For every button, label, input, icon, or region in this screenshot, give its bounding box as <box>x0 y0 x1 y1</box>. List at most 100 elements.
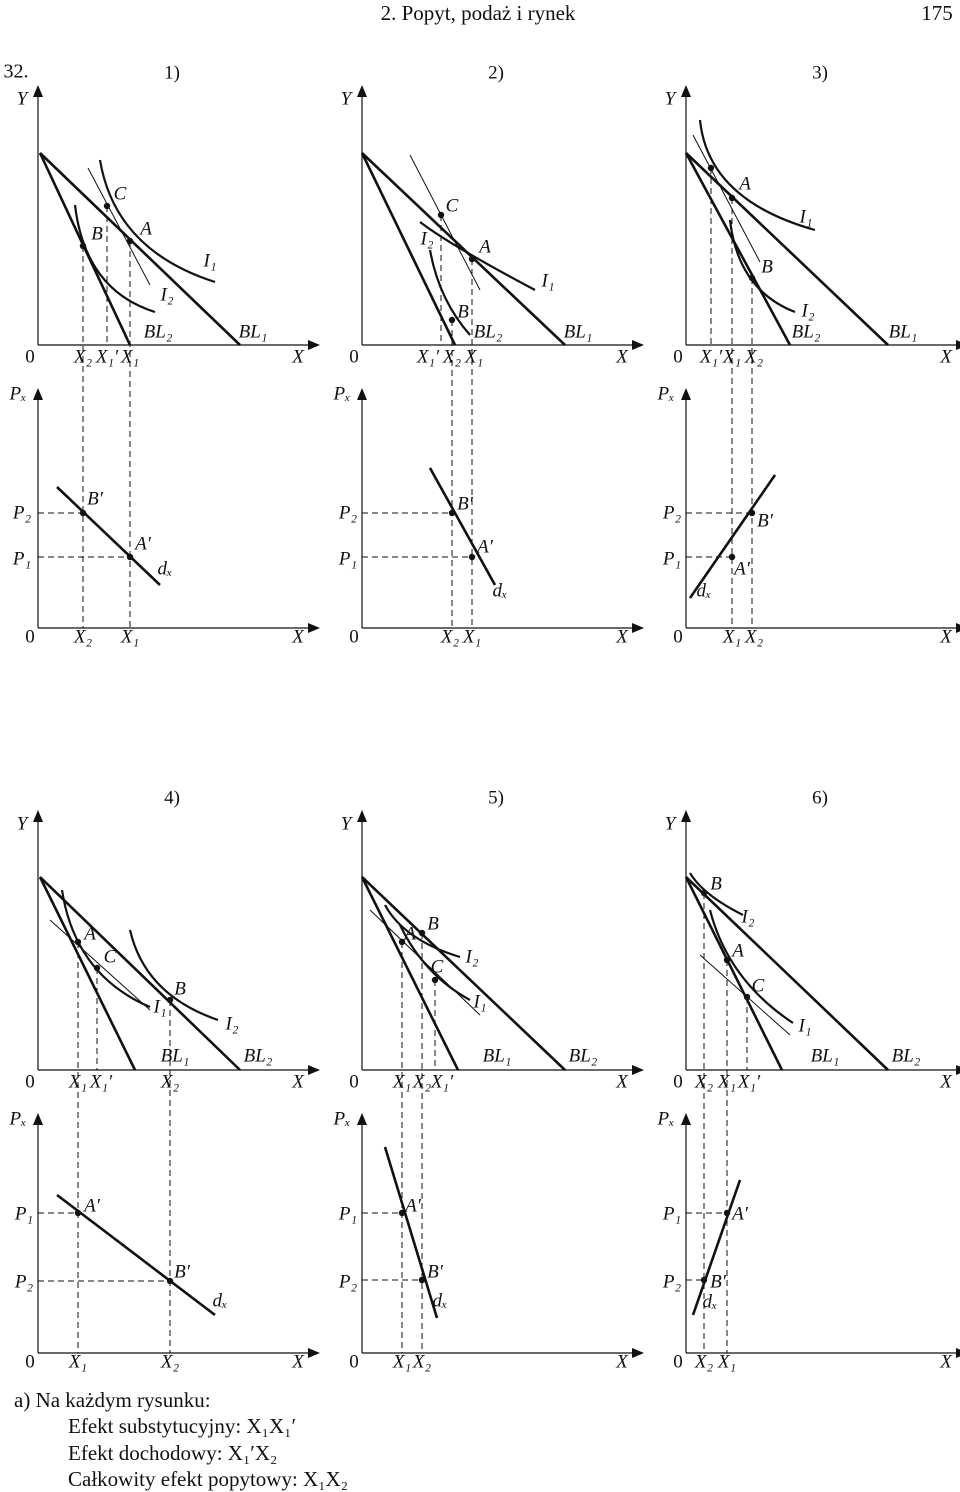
label: Pₓ <box>8 383 26 404</box>
label: I₁ <box>798 1015 812 1036</box>
indifference-curve <box>98 159 216 284</box>
label: X₁ <box>120 346 139 367</box>
budget-line <box>685 152 889 346</box>
label: BL₂ <box>144 321 173 342</box>
point <box>707 164 715 172</box>
label: Pₓ <box>332 1108 350 1129</box>
label: BL₁ <box>564 321 593 342</box>
label: Y <box>341 813 354 834</box>
label: P₂ <box>662 502 682 523</box>
label: dₓ <box>158 558 173 579</box>
indifference-curve <box>60 889 151 1009</box>
label: X₁ <box>722 626 741 647</box>
label: I₁ <box>799 206 813 227</box>
label: I₂ <box>225 1013 239 1034</box>
point <box>79 242 87 250</box>
point <box>166 996 174 1004</box>
label: X₂ <box>694 1351 714 1372</box>
label: Y <box>17 88 30 109</box>
label: X <box>615 1071 629 1092</box>
label: P₂ <box>12 502 32 523</box>
axis-arrow <box>357 388 367 400</box>
axis-arrow <box>681 1113 691 1125</box>
label: 0 <box>25 626 35 647</box>
indifference-curve <box>128 929 219 1022</box>
panel-number: 6) <box>812 787 828 808</box>
point <box>166 1277 174 1285</box>
indifference-curve <box>384 904 461 959</box>
label: P₂ <box>338 1271 358 1292</box>
label: B′ <box>710 1271 727 1292</box>
label: X <box>291 346 305 367</box>
label: X <box>291 1071 305 1092</box>
demand-line <box>383 1146 439 1319</box>
axis-arrow <box>632 1348 644 1358</box>
label: A <box>737 173 751 194</box>
point <box>748 274 756 282</box>
label: X₂ <box>440 626 460 647</box>
label: BL₂ <box>569 1045 598 1066</box>
label: I₂ <box>420 228 434 249</box>
label: C <box>752 975 765 996</box>
point <box>700 889 708 897</box>
axis-arrow <box>956 1065 960 1075</box>
label: BL₁ <box>239 321 268 342</box>
label: B <box>457 301 469 322</box>
point <box>74 1209 82 1217</box>
label: X₁ <box>464 346 483 367</box>
label: P₁ <box>338 1203 357 1224</box>
problem-number: 32. <box>4 61 29 83</box>
label: Pₓ <box>332 383 350 404</box>
axis-arrow <box>357 810 367 822</box>
label: P₁ <box>662 548 681 569</box>
axis-arrow <box>956 1348 960 1358</box>
panel-number: 4) <box>164 787 180 808</box>
axis-arrow <box>33 85 43 97</box>
label: A <box>730 940 744 961</box>
label: X <box>939 1071 953 1092</box>
demand-line <box>56 1193 216 1317</box>
tangent-line <box>692 134 761 263</box>
axis-arrow <box>632 623 644 633</box>
label: A′ <box>732 558 751 579</box>
answer-line: Efekt substytucyjny: X₁X₁′ <box>68 1414 296 1438</box>
label: 0 <box>673 346 683 367</box>
answer-line: Całkowity efekt popytowy: X₁X₂ <box>68 1467 348 1491</box>
label: X <box>939 1351 953 1372</box>
budget-line <box>360 876 460 1071</box>
indifference-curve <box>399 924 471 1001</box>
label: B <box>710 873 722 894</box>
label: X <box>615 1351 629 1372</box>
label: C <box>104 946 117 967</box>
label: BL₁ <box>811 1045 840 1066</box>
label: Pₓ <box>656 383 674 404</box>
budget-line <box>684 152 792 346</box>
label: X <box>291 626 305 647</box>
indifference-curve <box>73 204 156 314</box>
axis-arrow <box>308 1065 320 1075</box>
axis-arrow <box>308 623 320 633</box>
label: P₂ <box>662 1271 682 1292</box>
point <box>700 1276 708 1284</box>
axis-arrow <box>33 1113 43 1125</box>
label: P₁ <box>338 548 357 569</box>
label: X₁ <box>462 626 481 647</box>
label: 0 <box>349 346 359 367</box>
running-header: 2. Popyt, podaż i rynek <box>381 1 576 25</box>
label: Pₓ <box>8 1108 26 1129</box>
indifference-curve <box>689 872 744 916</box>
point <box>468 553 476 561</box>
budget-line <box>684 876 784 1071</box>
label: X₁′ <box>699 346 723 367</box>
budget-line <box>361 152 566 346</box>
panel-number: 1) <box>164 62 180 83</box>
demand-line <box>428 467 497 586</box>
label: B <box>761 256 773 277</box>
budget-line <box>38 876 137 1071</box>
label: C <box>446 195 459 216</box>
budget-line <box>360 152 457 346</box>
point <box>723 1209 731 1217</box>
budget-line <box>361 876 566 1071</box>
label: X₁ <box>717 1351 736 1372</box>
